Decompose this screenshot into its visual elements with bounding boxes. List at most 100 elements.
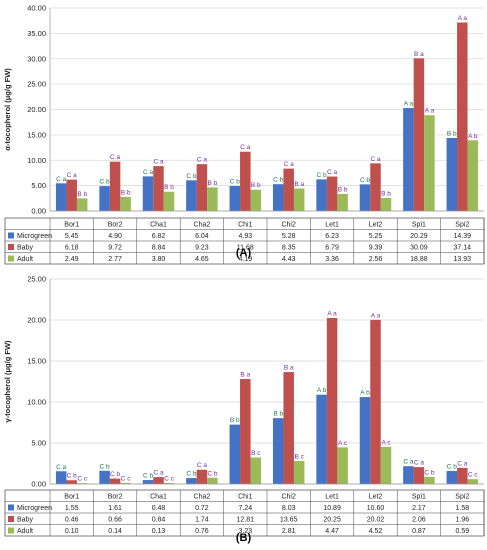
- category-label: Cha2: [194, 494, 211, 501]
- significance-label: B b: [77, 191, 87, 198]
- significance-label: B b: [121, 189, 131, 196]
- bar-baby: [370, 319, 381, 484]
- y-tick-label: 25.00: [27, 275, 46, 284]
- table-cell: 4.65: [195, 256, 209, 263]
- bar-adult: [76, 198, 88, 211]
- significance-label: C a: [153, 470, 164, 477]
- bar-microgreen: [316, 179, 327, 211]
- bar-adult: [207, 187, 218, 211]
- bar-baby: [196, 164, 208, 211]
- table-cell: 20.25: [323, 517, 341, 524]
- chart-panel-a: 0.00 5.00 10.00 15.00 20.00 25.00 30.00 35.00 40…: [3, 4, 485, 265]
- legend-label: Baby: [17, 245, 33, 252]
- significance-label: C b: [67, 473, 78, 480]
- table-cell: 20.29: [410, 233, 428, 240]
- table-cell: 3.36: [325, 256, 339, 263]
- significance-label: C a: [327, 169, 338, 176]
- chart-panel-b: 0.00 5.00 10.00 15.00 20.00 25.00 γ-tocopherol…: [3, 275, 485, 544]
- table-cell: 5.28: [282, 233, 296, 240]
- bar-baby: [66, 179, 77, 211]
- bar-baby: [457, 467, 468, 484]
- table-cell: 4.52: [369, 528, 383, 535]
- significance-label: C c: [77, 476, 88, 483]
- significance-label: A a: [371, 312, 381, 319]
- category-label: Cha1: [150, 494, 167, 501]
- significance-label: B a: [414, 51, 424, 58]
- table-cell: 8.35: [282, 245, 296, 252]
- table-cell: 0.87: [412, 528, 426, 535]
- bar-adult: [76, 483, 88, 484]
- table-cell: 8.84: [152, 245, 166, 252]
- legend-swatch-adult: [8, 255, 14, 262]
- category-label: Spi1: [412, 222, 426, 229]
- significance-label: A b: [468, 133, 478, 140]
- bar-baby: [196, 469, 208, 484]
- category-label: Let1: [325, 222, 339, 229]
- table-cell: 4.43: [282, 256, 296, 263]
- bar-microgreen: [403, 466, 414, 484]
- table-cell: 4.90: [108, 233, 122, 240]
- significance-label: C c: [468, 472, 479, 479]
- table-cell: 0.76: [195, 528, 209, 535]
- significance-label: A c: [338, 440, 348, 447]
- significance-label: B b: [251, 182, 261, 189]
- significance-label: B b: [208, 180, 218, 187]
- significance-label: C b: [207, 470, 218, 477]
- bar-microgreen: [229, 424, 241, 484]
- bar-adult: [337, 447, 348, 484]
- table-cell: 2.81: [282, 528, 296, 535]
- bar-baby: [326, 176, 338, 211]
- significance-label: C b: [317, 172, 328, 179]
- table-cell: 6.04: [195, 233, 209, 240]
- table-cell: 5.25: [369, 233, 383, 240]
- significance-label: A b: [360, 390, 370, 397]
- bar-baby: [109, 161, 121, 211]
- legend-swatch-microgreen: [8, 232, 14, 239]
- table-cell: 13.93: [454, 256, 472, 263]
- significance-label: B c: [294, 453, 304, 460]
- y-tick-label: 30.00: [27, 54, 46, 63]
- table-cell: 11.68: [237, 245, 254, 252]
- table-cell: 3.80: [152, 256, 166, 263]
- significance-label: C b: [273, 177, 284, 184]
- bar-microgreen: [229, 185, 241, 211]
- table-cell: 0.72: [195, 505, 209, 512]
- table-cell: 13.65: [280, 517, 298, 524]
- significance-label: C a: [197, 462, 208, 469]
- bar-adult: [380, 198, 392, 211]
- table-cell: 9.39: [369, 245, 383, 252]
- table-cell: 1.58: [455, 505, 469, 512]
- significance-label: B a: [294, 181, 304, 188]
- significance-label: C a: [56, 464, 67, 471]
- table-cell: 12.81: [237, 517, 255, 524]
- bar-baby: [109, 478, 121, 484]
- significance-label: C b: [100, 463, 111, 470]
- table-cell: 30.09: [410, 245, 428, 252]
- bar-microgreen: [55, 471, 67, 484]
- significance-label: B b: [381, 191, 391, 198]
- table-cell: 2.06: [412, 517, 426, 524]
- category-label: Spi2: [455, 222, 469, 229]
- table-cell: 2.56: [369, 256, 383, 263]
- y-tick-label: 25.00: [27, 80, 46, 89]
- significance-label: C a: [143, 169, 154, 176]
- legend-label: Microgreen: [17, 233, 52, 240]
- bar-adult: [467, 140, 479, 211]
- category-label: Chi2: [281, 494, 296, 501]
- significance-label: C a: [56, 176, 67, 183]
- significance-label: C c: [121, 475, 132, 482]
- bar-microgreen: [55, 183, 67, 211]
- bar-adult: [337, 193, 348, 211]
- y-tick-label: 40.00: [27, 4, 46, 13]
- category-label: Let2: [369, 222, 383, 229]
- bar-microgreen: [186, 478, 197, 484]
- y-tick-label: 15.00: [27, 357, 46, 366]
- bar-microgreen: [272, 184, 284, 211]
- table-cell: 14.39: [454, 233, 472, 240]
- table-cell: 0.48: [152, 505, 166, 512]
- bar-baby: [240, 151, 251, 211]
- table-cell: 0.46: [65, 517, 79, 524]
- significance-label: A a: [425, 108, 435, 115]
- significance-label: B b: [230, 417, 240, 424]
